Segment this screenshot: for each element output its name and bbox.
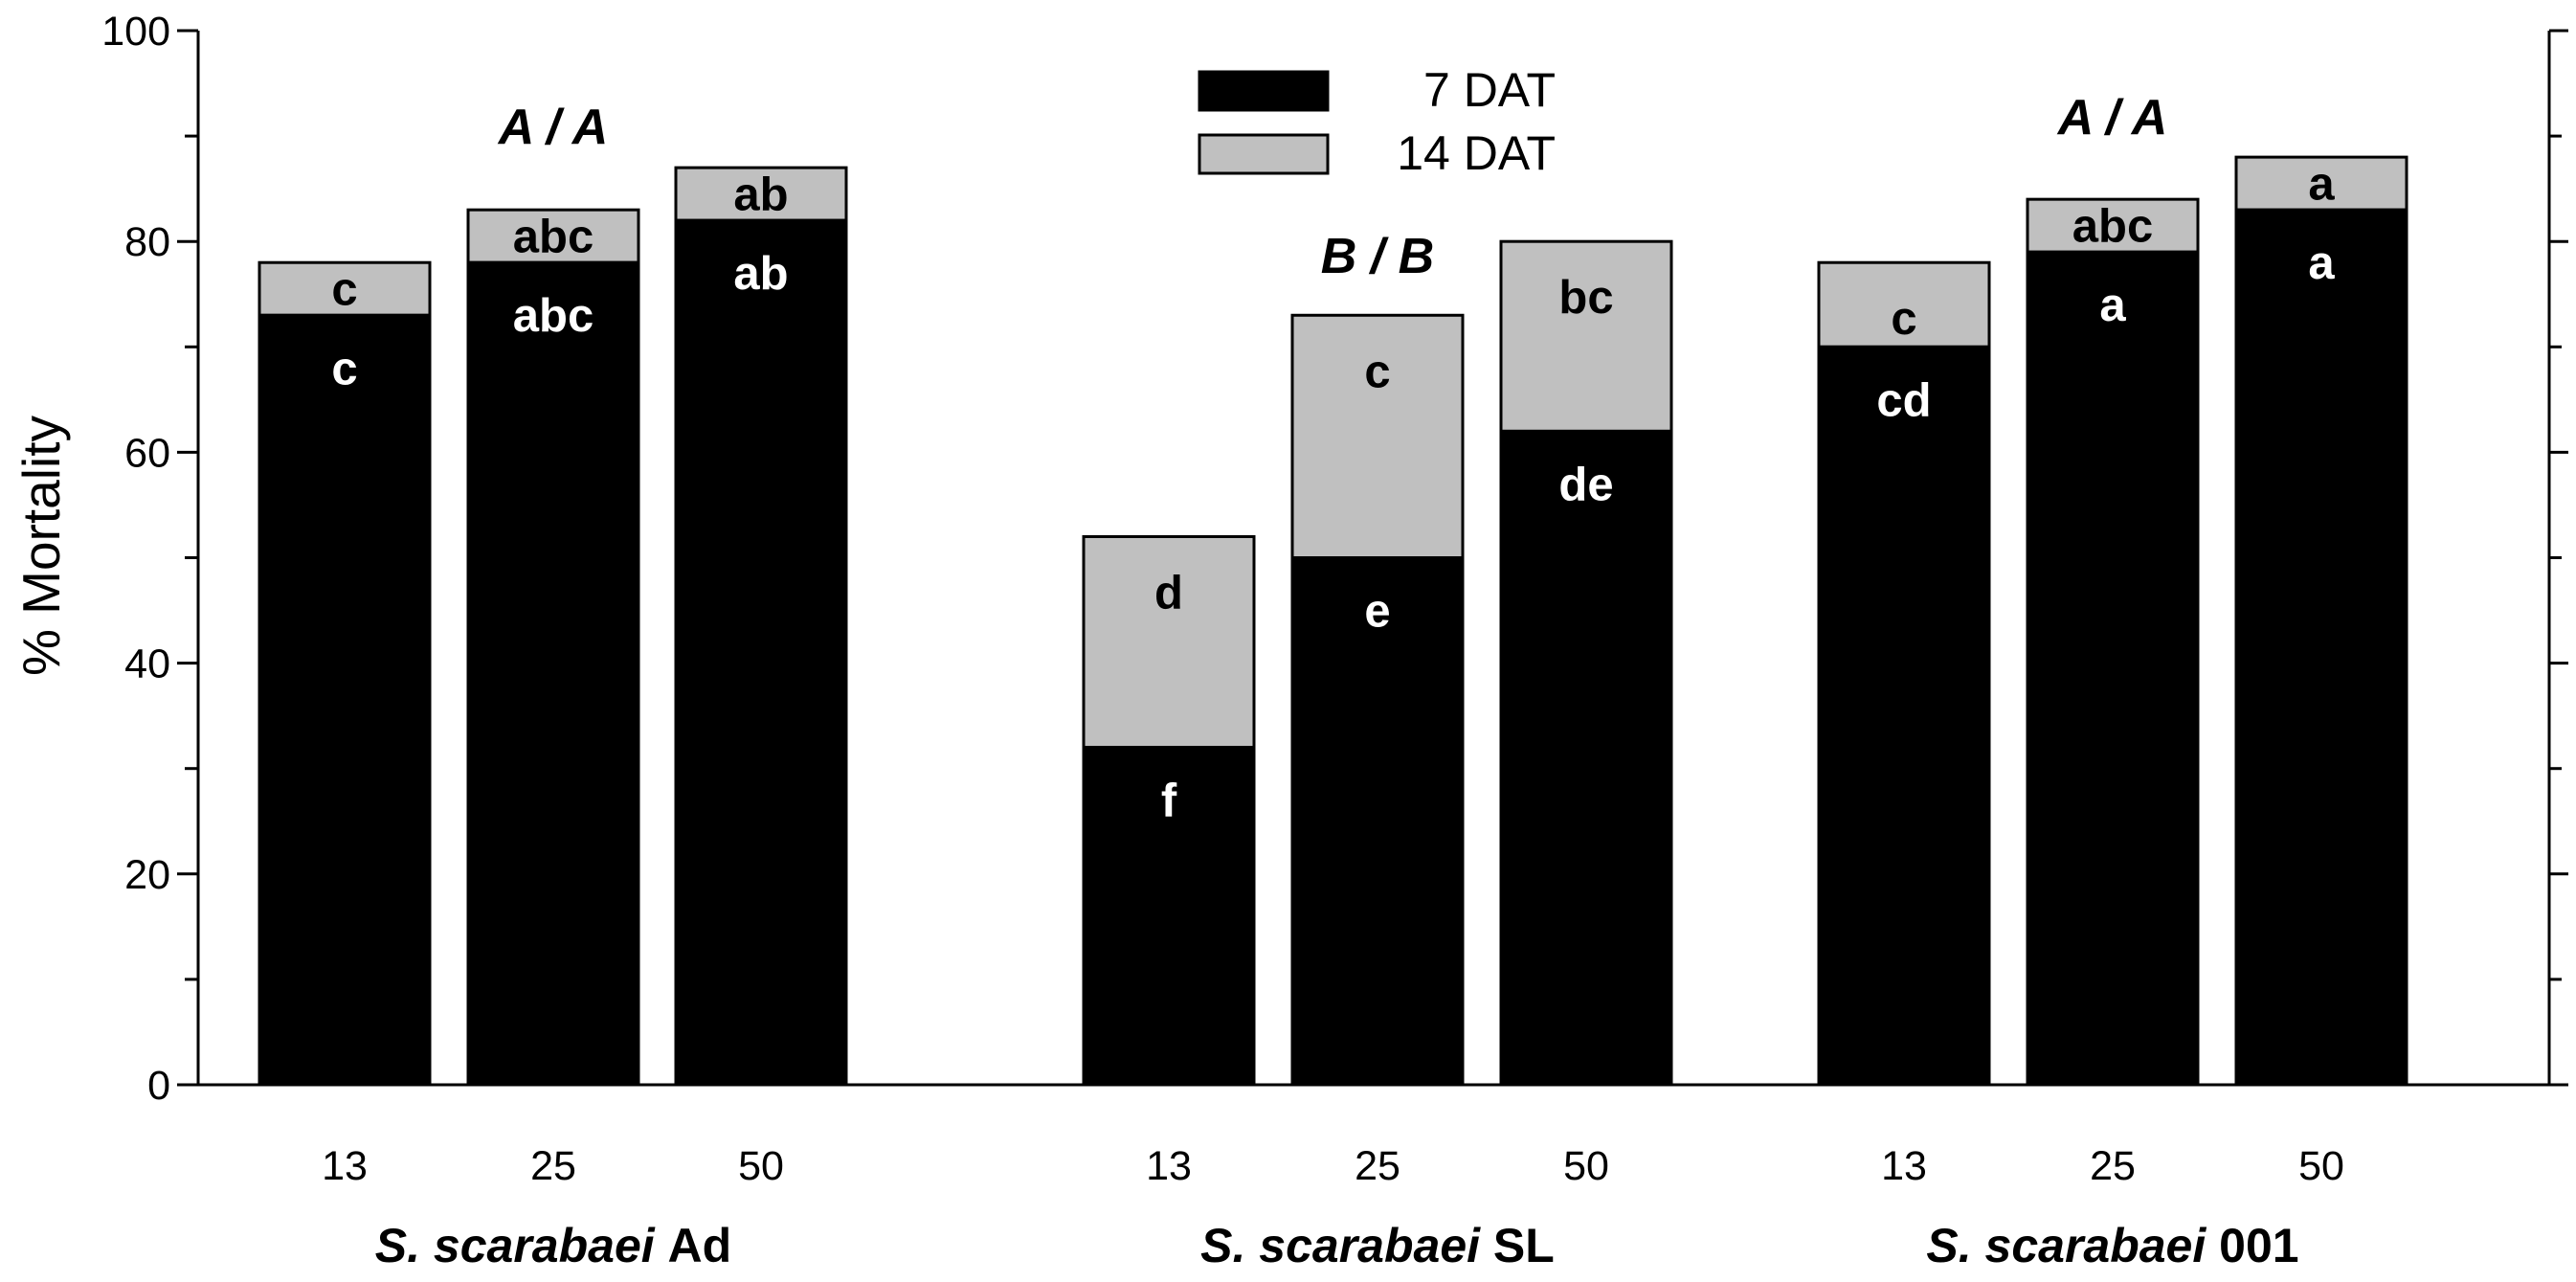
bar-segment-7dat	[466, 260, 640, 1087]
bar-label-7dat: a	[2308, 237, 2335, 289]
group-label-species: S. scarabaei	[1200, 1219, 1481, 1272]
legend: 7 DAT 14 DAT	[1198, 63, 1556, 180]
bar-segment-14dat	[466, 208, 640, 264]
x-tick-label: 50	[1563, 1143, 1609, 1189]
bar-segment-14dat	[258, 260, 432, 317]
bar-label-7dat: cd	[1876, 374, 1931, 426]
bar-label-14dat: ab	[733, 169, 788, 221]
y-tick-label: 100	[101, 9, 170, 55]
bar-segment-14dat	[2234, 155, 2408, 212]
x-tick-label: 25	[2090, 1143, 2136, 1189]
y-tick-label: 80	[124, 219, 170, 265]
x-tick-label: 50	[2298, 1143, 2344, 1189]
group-label-suffix: 001	[2206, 1219, 2298, 1272]
legend-label-14dat: 14 DAT	[1397, 126, 1556, 180]
bar-label-7dat: e	[1364, 586, 1390, 638]
bar-segment-14dat	[2026, 197, 2200, 254]
y-tick-label: 60	[124, 430, 170, 476]
bar-segment-14dat	[1499, 239, 1673, 433]
bar-label-14dat: c	[1891, 293, 1916, 345]
bar-segment-7dat	[1817, 345, 1991, 1087]
bar-segment-7dat	[1290, 556, 1465, 1087]
bar-segment-7dat	[1499, 429, 1673, 1087]
group-label: S. scarabaei Ad	[375, 1219, 731, 1272]
bar-segment-7dat	[2026, 250, 2200, 1087]
group-significance-label: A / A	[497, 100, 609, 155]
group-significance-label: A / A	[2056, 90, 2168, 146]
y-tick-label: 40	[124, 641, 170, 687]
bar-label-14dat: a	[2308, 159, 2335, 211]
group-label-species: S. scarabaei	[375, 1219, 656, 1272]
bar-label-7dat: ab	[733, 248, 788, 300]
legend-label-7dat: 7 DAT	[1423, 63, 1556, 117]
legend-swatch-7dat	[1198, 70, 1330, 112]
x-tick-label: 13	[1146, 1143, 1192, 1189]
bar-label-7dat: a	[2099, 280, 2126, 331]
bar-label-14dat: c	[331, 264, 357, 316]
legend-swatch-14dat	[1198, 133, 1330, 175]
bar-segment-14dat	[1817, 260, 1991, 349]
y-axis-title: % Mortality	[11, 416, 71, 676]
bar-label-14dat: abc	[2072, 201, 2153, 253]
bar-label-7dat: f	[1161, 776, 1177, 827]
bar-label-7dat: c	[331, 343, 357, 394]
group-label-suffix: Ad	[655, 1219, 732, 1272]
x-tick-label: 13	[322, 1143, 368, 1189]
group-label-suffix: SL	[1480, 1219, 1555, 1272]
group-significance-label: B / B	[1321, 229, 1434, 284]
x-tick-label: 50	[738, 1143, 784, 1189]
bar-label-14dat: c	[1364, 346, 1390, 397]
bar-label-7dat: abc	[513, 290, 594, 342]
bar-label-14dat: d	[1154, 567, 1183, 619]
x-tick-label: 13	[1881, 1143, 1927, 1189]
group-label-species: S. scarabaei	[1926, 1219, 2206, 1272]
y-axis: 0 20 40 60 80 100	[101, 9, 2568, 1109]
bar-segment-7dat	[674, 218, 848, 1087]
bar-segment-7dat	[2234, 208, 2408, 1087]
group-label: S. scarabaei SL	[1200, 1219, 1555, 1272]
bar-segment-7dat	[258, 313, 432, 1087]
y-tick-label: 20	[124, 852, 170, 898]
bar-label-14dat: abc	[513, 212, 594, 263]
x-tick-label: 25	[1355, 1143, 1400, 1189]
group-label: S. scarabaei 001	[1926, 1219, 2298, 1272]
y-tick-label: 0	[147, 1063, 170, 1109]
x-tick-label: 25	[530, 1143, 576, 1189]
bar-label-14dat: bc	[1558, 272, 1613, 324]
bar-label-7dat: de	[1558, 459, 1613, 510]
bar-segment-14dat	[674, 166, 848, 222]
